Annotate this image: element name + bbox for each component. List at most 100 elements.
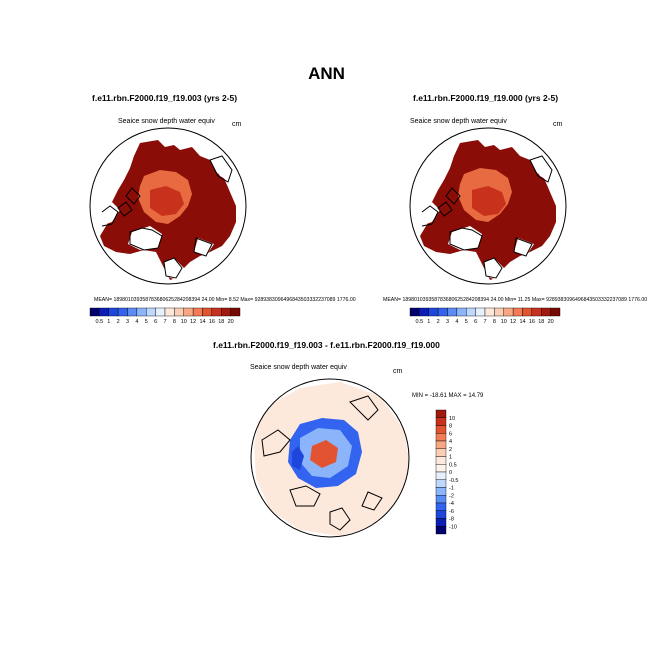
panel-1-title: f.e11.rbn.F2000.f19_f19.003 (yrs 2-5) <box>92 93 238 103</box>
panel-2-colorbar-tick-label: 1 <box>427 319 430 325</box>
panel-2-colorbar-swatch <box>522 307 533 317</box>
panel-2-land-b <box>448 226 482 250</box>
panel-2-map <box>409 127 567 285</box>
panel-3-colorbar-swatch <box>435 409 447 418</box>
panel-1-colorbar-tick-label: 8 <box>173 319 176 325</box>
panel-3-colorbar-swatch <box>435 464 447 473</box>
panel-1-colorbar-tick-label: 4 <box>135 319 138 325</box>
panel-1-colorbar-swatch <box>127 307 138 317</box>
panel-1-colorbar-swatch <box>202 307 213 317</box>
panel-2-units: cm <box>553 121 563 128</box>
panel-1-colorbar-tick-label: 18 <box>218 319 224 325</box>
panel-2-colorbar-tick-label: 7 <box>483 319 486 325</box>
panel-2-colorbar-swatch <box>512 307 523 317</box>
panel-1-colorbar-swatch <box>136 307 147 317</box>
panel-1-colorbar-swatch <box>146 307 156 317</box>
panel-2-central-mid <box>472 186 506 216</box>
panel-3-colorbar-tick-label: 10 <box>449 416 455 422</box>
panel-3-colorbar-tick-label: -6 <box>449 509 454 515</box>
panel-2-colorbar-swatch <box>456 307 467 317</box>
panel-2-colorbar-swatch <box>484 307 495 317</box>
panel-1-colorbar-tick-label: 16 <box>209 319 215 325</box>
panel-2-colorbar-swatch <box>550 307 561 317</box>
panel-3-variable: Seaice snow depth water equiv <box>250 364 347 371</box>
panel-3-colorbar-tick-label: -4 <box>449 501 454 507</box>
panel-3-colorbar-tick-label: 0.5 <box>449 462 457 468</box>
panel-1-colorbar-swatch <box>192 307 203 317</box>
panel-1-colorbar-tick-label: 20 <box>228 319 234 325</box>
panel-2-colorbar-tick-label: 6 <box>474 319 477 325</box>
panel-1-units: cm <box>232 121 242 128</box>
panel-2-land-a <box>420 202 440 226</box>
panel-1-central-mid <box>150 186 184 216</box>
panel-1-colorbar-tick-label: 5 <box>145 319 148 325</box>
panel-2-colorbar-tick-label: 8 <box>493 319 496 325</box>
panel-2-colorbar-tick-label: 18 <box>538 319 544 325</box>
panel-2-stats: MEAN= 189801039358783680625284208394 24.… <box>383 297 647 303</box>
panel-1-variable: Seaice snow depth water equiv <box>118 118 215 125</box>
panel-1-min-label: Min= <box>215 297 228 303</box>
panel-3-colorbar-swatch <box>435 479 447 488</box>
panel-2-max-label: Max= <box>531 297 545 303</box>
panel-1-colorbar-swatch <box>221 307 231 317</box>
panel-1-colorbar-swatch <box>183 307 194 317</box>
panel-1-colorbar: 0.5 1 2 3 4 5 6 7 8 10 12 14 16 18 20 <box>89 307 241 325</box>
panel-1-colorbar-swatch <box>155 307 166 317</box>
panel-2-colorbar-tick-label: 10 <box>501 319 507 325</box>
panel-2-colorbar-tick-label: 2 <box>437 319 440 325</box>
panel-1-colorbar-tick-label: 3 <box>126 319 129 325</box>
panel-2-colorbar-swatch <box>503 307 514 317</box>
panel-2-max-value: 9289383096496843503332237089 1776.00 <box>546 297 648 303</box>
panel-3-colorbar-tick-label: 8 <box>449 424 452 430</box>
panel-2-colorbar-tick-label: 16 <box>529 319 535 325</box>
panel-3-positive-core <box>310 440 338 468</box>
panel-1-colorbar-swatch <box>108 307 119 317</box>
panel-2-colorbar-swatch <box>428 307 439 317</box>
panel-3-colorbar-swatch <box>435 433 447 442</box>
panel-2-mean-value: 189801039358783680625284208394 24.00 <box>402 297 504 303</box>
panel-3-colorbar-tick-label: -8 <box>449 517 454 523</box>
panel-1-mean-value: 189801039358783680625284208394 24.00 <box>113 297 215 303</box>
panel-1-colorbar-tick-label: 6 <box>154 319 157 325</box>
panel-3-colorbar-tick-label: 6 <box>449 431 452 437</box>
panel-1-stats: MEAN= 189801039358783680625284208394 24.… <box>94 297 356 303</box>
panel-2-colorbar-tick-label: 20 <box>548 319 554 325</box>
panel-3-title: f.e11.rbn.F2000.f19_f19.003 - f.e11.rbn.… <box>213 340 440 350</box>
panel-2-mean-label: MEAN= <box>383 297 402 303</box>
panel-1-map <box>89 127 247 285</box>
panel-3-colorbar-swatch <box>435 448 447 457</box>
panel-1-colorbar-swatch <box>164 307 175 317</box>
panel-1-colorbar-swatch <box>89 307 100 317</box>
panel-3-colorbar-tick-label: 0 <box>449 470 452 476</box>
panel-1-land-b <box>128 226 162 250</box>
panel-2-colorbar-tick-label: 14 <box>519 319 525 325</box>
panel-3-colorbar-swatch <box>435 495 447 504</box>
panel-3-colorbar-swatch <box>435 518 447 527</box>
panel-3-colorbar-tick-label: 1 <box>449 455 452 461</box>
panel-3-units: cm <box>393 368 403 375</box>
panel-2-colorbar-tick-label: 4 <box>455 319 458 325</box>
panel-3-colorbar-swatch <box>435 487 447 496</box>
panel-1-colorbar-tick-label: 10 <box>181 319 187 325</box>
panel-2-colorbar-tick-label: 5 <box>465 319 468 325</box>
panel-2-colorbar-swatch <box>541 307 551 317</box>
panel-3-colorbar-tick-label: 4 <box>449 439 452 445</box>
panel-1-colorbar-tick-label: 7 <box>163 319 166 325</box>
panel-1-colorbar-tick-label: 1 <box>107 319 110 325</box>
panel-3-minmax: MIN = -18.61 MAX = 14.79 <box>412 393 484 399</box>
panel-2-colorbar-tick-label: 12 <box>510 319 516 325</box>
panel-3-colorbar-swatch <box>435 502 447 511</box>
panel-2-land-c <box>530 154 556 182</box>
panel-3-map <box>250 378 410 538</box>
panel-2-min-label: Min= <box>504 297 517 303</box>
panel-1-min-value: 8.52 <box>228 297 239 303</box>
panel-2-colorbar: 0.5 1 2 3 4 5 6 7 8 10 12 14 16 18 20 <box>409 307 561 325</box>
panel-2-colorbar-swatch <box>494 307 504 317</box>
panel-1-colorbar-swatch <box>117 307 128 317</box>
panel-2-title: f.e11.rbn.F2000.f19_f19.000 (yrs 2-5) <box>413 93 559 103</box>
panel-1-colorbar-tick-label: 2 <box>117 319 120 325</box>
panel-2-colorbar-swatch <box>466 307 476 317</box>
panel-1-max-value: 9289383096496843503332237089 1776.00 <box>254 297 356 303</box>
panel-1-coastline <box>101 155 233 279</box>
panel-1-colorbar-tick-label: 12 <box>190 319 196 325</box>
